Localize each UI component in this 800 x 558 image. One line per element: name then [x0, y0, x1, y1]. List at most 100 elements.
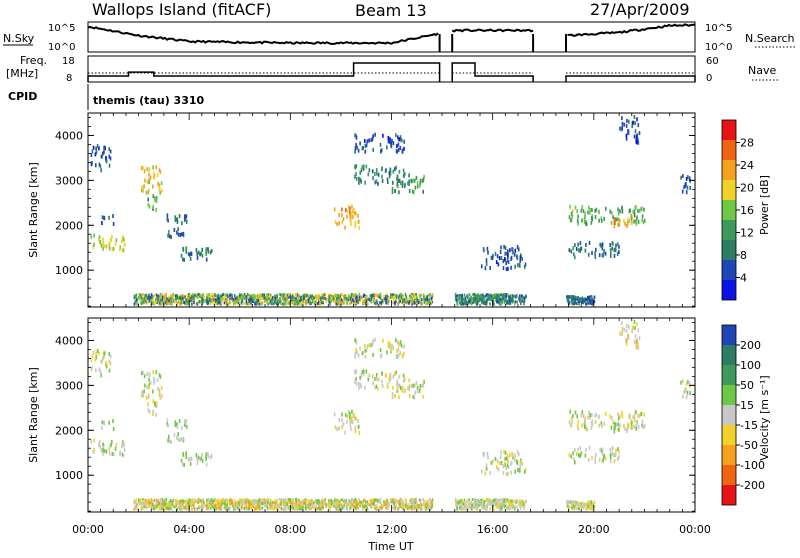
power-cell	[372, 148, 374, 152]
velocity-cell	[398, 395, 400, 399]
power-cell	[106, 159, 108, 163]
velocity-floor-cell	[379, 501, 381, 504]
power-cell	[503, 245, 505, 249]
power-floor-cell	[240, 296, 242, 299]
power-cell	[415, 186, 417, 190]
power-floor-cell	[428, 301, 430, 304]
power-cell	[624, 222, 626, 226]
power-floor-cell	[307, 300, 309, 303]
power-floor-cell	[257, 299, 259, 302]
power-floor-cell	[159, 297, 161, 300]
velocity-floor-cell	[214, 506, 216, 509]
power-floor-cell	[316, 294, 318, 297]
velocity-cell	[624, 427, 626, 431]
velocity-floor-cell	[209, 504, 211, 507]
power-floor-cell	[283, 293, 285, 296]
power-floor-cell	[242, 295, 244, 298]
velocity-floor-cell	[146, 507, 148, 510]
velocity-cell	[481, 469, 483, 473]
power-cell	[585, 243, 587, 247]
power-cell	[581, 219, 583, 223]
power-floor-cell	[377, 294, 379, 297]
power-floor-cell	[418, 301, 420, 304]
power-cell	[155, 165, 157, 169]
power-floor-cell	[393, 296, 395, 299]
velocity-floor-cell	[456, 507, 458, 510]
power-floor-cell	[518, 297, 520, 300]
power-cell	[205, 250, 207, 254]
velocity-cell	[368, 377, 370, 381]
velocity-floor-cell	[388, 502, 390, 505]
power-cell	[102, 243, 104, 247]
velocity-cell	[636, 421, 638, 425]
velocity-floor-cell	[291, 502, 293, 505]
power-cell	[486, 262, 488, 266]
velocity-floor-cell	[408, 507, 410, 510]
velocity-floor-cell	[297, 498, 299, 501]
power-cell	[601, 219, 603, 223]
velocity-cell	[153, 377, 155, 381]
power-cell	[147, 180, 149, 184]
velocity-cell	[591, 421, 593, 425]
velocity-floor-cell	[506, 505, 508, 508]
power-floor-cell	[429, 298, 431, 301]
velocity-floor-cell	[481, 506, 483, 509]
velocity-floor-cell	[573, 505, 575, 508]
power-cell	[389, 171, 391, 175]
velocity-floor-cell	[267, 501, 269, 504]
velocity-cell	[605, 412, 607, 416]
power-floor-cell	[222, 297, 224, 300]
power-cell	[354, 133, 356, 137]
velocity-floor-cell	[495, 500, 497, 503]
velocity-floor-cell	[145, 502, 147, 505]
velocity-cell	[167, 424, 169, 428]
velocity-cell	[580, 446, 582, 450]
power-floor-cell	[375, 293, 377, 296]
velocity-floor-cell	[509, 501, 511, 504]
power-floor-cell	[467, 296, 469, 299]
velocity-floor-cell	[411, 505, 413, 508]
velocity-floor-cell	[516, 506, 518, 509]
power-floor-cell	[399, 300, 401, 303]
power-floor-cell	[514, 295, 516, 298]
velocity-cell	[99, 445, 101, 449]
velocity-floor-cell	[229, 506, 231, 509]
power-floor-cell	[267, 296, 269, 299]
power-floor-cell	[572, 296, 574, 299]
power-cell	[101, 155, 103, 159]
power-floor-cell	[320, 298, 322, 301]
velocity-cell	[110, 443, 112, 447]
power-cell	[196, 248, 198, 252]
velocity-floor-cell	[175, 502, 177, 505]
power-cell	[591, 216, 593, 220]
power-floor-cell	[514, 303, 516, 306]
velocity-floor-cell	[576, 507, 578, 510]
power-cell	[483, 248, 485, 252]
velocity-cell	[196, 457, 198, 461]
velocity-cell	[636, 340, 638, 344]
power-cell	[640, 207, 642, 211]
velocity-floor-cell	[351, 499, 353, 502]
power-floor-cell	[275, 301, 277, 304]
nsearch-label: N.Search	[745, 32, 795, 45]
power-cell	[147, 198, 149, 202]
power-cell	[376, 168, 378, 172]
velocity-floor-cell	[154, 499, 156, 502]
power-cell	[641, 219, 643, 223]
velocity-cell	[119, 452, 121, 456]
velocity-cell	[152, 370, 154, 374]
velocity-cell	[632, 415, 634, 419]
velocity-cell	[189, 458, 191, 462]
power-cell	[623, 123, 625, 127]
velocity-cell	[622, 327, 624, 331]
power-floor-cell	[307, 294, 309, 297]
power-cell	[381, 175, 383, 179]
power-cell	[595, 215, 597, 219]
power-cell	[388, 139, 390, 143]
velocity-floor-cell	[471, 508, 473, 511]
velocity-floor-cell	[310, 503, 312, 506]
power-floor-cell	[399, 294, 401, 297]
velocity-floor-cell	[159, 506, 161, 509]
velocity-cell	[602, 447, 604, 451]
velocity-floor-cell	[253, 499, 255, 502]
